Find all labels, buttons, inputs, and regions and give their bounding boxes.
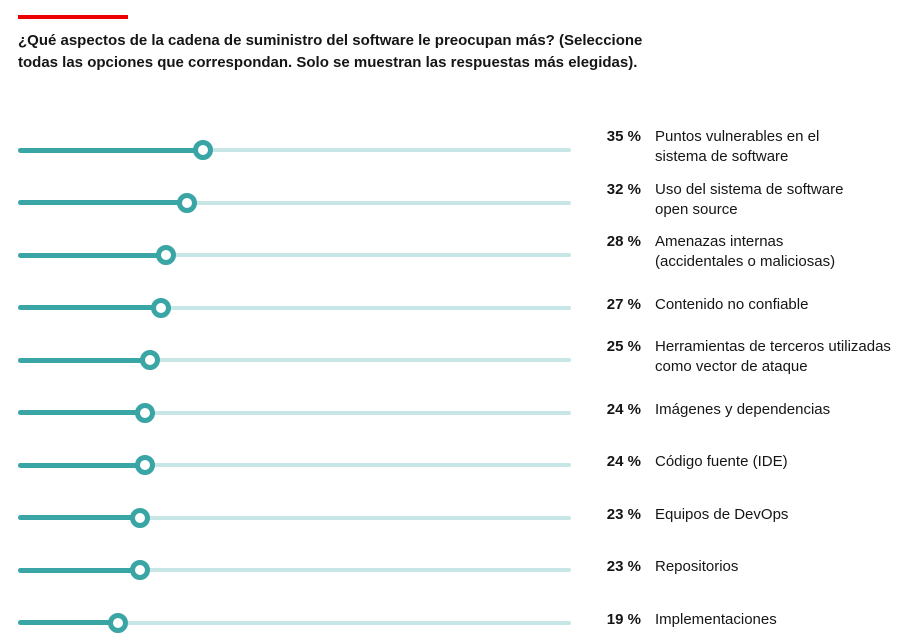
- slider-track: [18, 305, 571, 310]
- row-label-group: 23 % Repositorios: [575, 557, 739, 577]
- row-percent-value: 27 %: [606, 295, 641, 313]
- slider-knob: [108, 612, 129, 633]
- row-category-label: Puntos vulnerables en el sistema de soft…: [655, 128, 820, 165]
- slider-track: [18, 568, 571, 572]
- slider-track: [18, 200, 571, 205]
- slider-fill: [18, 147, 203, 153]
- row-percent-value: 32 %: [606, 180, 641, 198]
- row-category-label: Herramientas de terceros utilizadas como…: [655, 338, 891, 375]
- row-category-label: Imágenes y dependencias: [655, 400, 831, 418]
- chart-question-title: ¿Qué aspectos de la cadena de suministro…: [18, 32, 643, 71]
- row-category-label: Implementaciones: [655, 610, 777, 628]
- slider-fill: [18, 410, 145, 415]
- row-label-group: 32 % Uso del sistema de software open so…: [575, 180, 844, 220]
- chart-row: 24 % Imágenes y dependencias: [0, 386, 924, 439]
- row-percent-value: 28 %: [606, 233, 641, 250]
- slider-fill: [18, 305, 161, 310]
- slider-fill: [18, 462, 145, 468]
- chart-row: 28 % Amenazas internas (accidentales o m…: [0, 229, 924, 282]
- chart-row: 27 % Contenido no confiable: [0, 281, 924, 334]
- slider-fill: [18, 357, 151, 363]
- chart-row: 23 % Repositorios: [0, 544, 924, 597]
- slider-fill: [18, 567, 140, 573]
- slider-knob: [177, 192, 198, 213]
- slider-fill: [18, 515, 140, 520]
- slider-knob: [150, 297, 171, 318]
- slider-track: [18, 253, 571, 257]
- row-label-group: 28 % Amenazas internas (accidentales o m…: [575, 232, 835, 272]
- slider-track: [18, 410, 571, 415]
- row-percent-value: 23 %: [606, 558, 641, 575]
- slider-knob: [155, 245, 176, 265]
- row-percent-value: 23 %: [606, 505, 641, 523]
- chart-row: 25 % Herramientas de terceros utilizadas…: [0, 334, 924, 387]
- row-percent-value: 25 %: [606, 338, 641, 355]
- row-percent-value: 19 %: [606, 610, 641, 628]
- row-label-group: 24 % Imágenes y dependencias: [575, 400, 830, 420]
- slider-track: [18, 148, 571, 152]
- row-category-label: Amenazas internas (accidentales o malici…: [655, 233, 836, 270]
- accent-rule: [18, 15, 128, 19]
- row-category-label: Contenido no confiable: [655, 295, 809, 313]
- slider-knob: [129, 507, 150, 528]
- row-percent-value: 35 %: [606, 128, 641, 145]
- chart-row: 35 % Puntos vulnerables en el sistema de…: [0, 124, 924, 177]
- slider-knob: [140, 350, 161, 370]
- slider-track: [18, 358, 571, 362]
- chart-row: 19 % Implementaciones: [0, 596, 924, 644]
- slider-fill: [18, 200, 188, 205]
- row-percent-value: 24 %: [606, 400, 641, 418]
- row-percent-value: 24 %: [606, 453, 641, 470]
- chart-row: 24 % Código fuente (IDE): [0, 439, 924, 492]
- slider-knob: [134, 455, 155, 475]
- slider-fill: [18, 620, 119, 625]
- slider-track: [18, 463, 571, 467]
- slider-track: [18, 620, 571, 625]
- row-label-group: 27 % Contenido no confiable: [575, 295, 809, 315]
- slider-fill: [18, 252, 166, 258]
- slider-knob: [129, 560, 150, 580]
- row-category-label: Equipos de DevOps: [655, 505, 789, 523]
- row-label-group: 35 % Puntos vulnerables en el sistema de…: [575, 127, 819, 167]
- row-label-group: 23 % Equipos de DevOps: [575, 505, 789, 525]
- chart-row: 32 % Uso del sistema de software open so…: [0, 176, 924, 229]
- slider-knob: [134, 402, 155, 423]
- row-category-label: Código fuente (IDE): [655, 453, 788, 470]
- row-category-label: Repositorios: [655, 558, 739, 575]
- row-label-group: 19 % Implementaciones: [575, 610, 777, 630]
- row-label-group: 24 % Código fuente (IDE): [575, 452, 788, 472]
- slider-knob: [192, 140, 213, 160]
- row-label-group: 25 % Herramientas de terceros utilizadas…: [575, 337, 891, 377]
- chart-row: 23 % Equipos de DevOps: [0, 491, 924, 544]
- row-category-label: Uso del sistema de software open source: [655, 180, 844, 218]
- slider-track: [18, 515, 571, 520]
